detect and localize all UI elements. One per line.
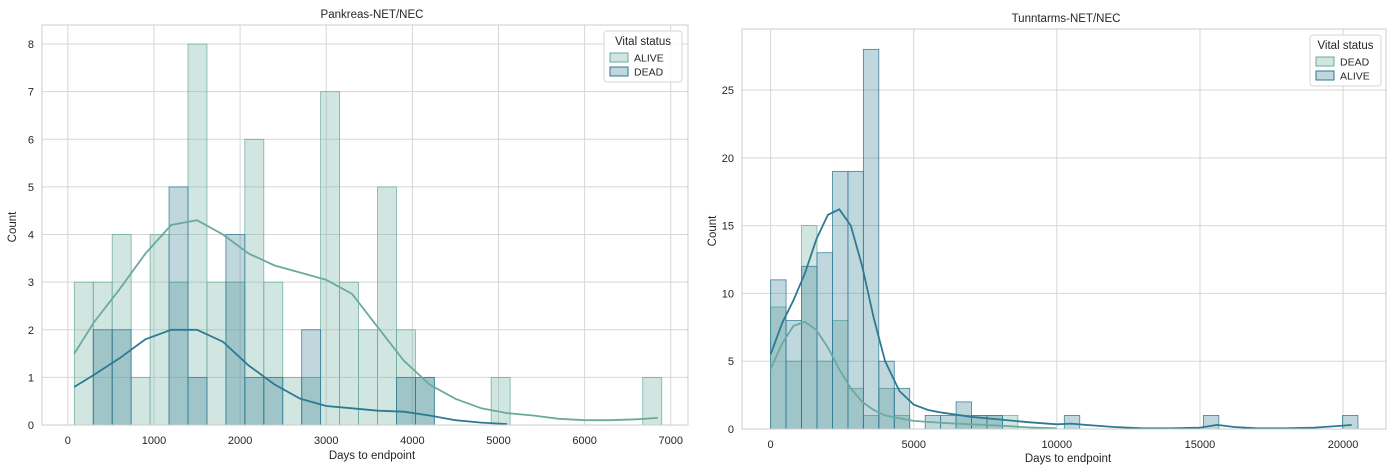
- histogram-bar: [73, 281, 94, 426]
- legend-swatch: [1315, 70, 1335, 81]
- y-tick-label: 0: [728, 424, 734, 436]
- histogram-bar: [801, 265, 818, 430]
- histogram-bar: [339, 281, 359, 426]
- histogram-bar: [130, 376, 151, 426]
- y-tick-label: 10: [722, 288, 734, 300]
- histogram-bar: [490, 376, 511, 426]
- x-tick-label: 10000: [1042, 439, 1073, 451]
- legend-box: [603, 30, 683, 83]
- histogram-bar: [377, 186, 397, 426]
- histogram-bar: [206, 281, 227, 426]
- legend-label: ALIVE: [1340, 71, 1370, 83]
- legend: Vital status DEAD ALIVE: [1309, 34, 1382, 87]
- histogram-bar: [847, 170, 864, 430]
- x-tick-label: 1000: [142, 435, 166, 447]
- legend-box: [1309, 34, 1382, 87]
- histogram-bar: [320, 91, 340, 426]
- x-tick-label: 20000: [1328, 439, 1359, 451]
- x-tick-label: 0: [768, 439, 774, 451]
- histogram-bar: [187, 43, 208, 426]
- histogram-bar: [1063, 415, 1081, 430]
- histogram-bar: [244, 376, 265, 426]
- x-tick-label: 15000: [1185, 439, 1216, 451]
- x-tick-label: 5000: [901, 439, 925, 451]
- histogram-bar: [1342, 415, 1359, 430]
- x-tick-label: 6000: [572, 435, 596, 447]
- legend-swatch: [609, 66, 629, 77]
- legend-label: ALIVE: [634, 53, 664, 65]
- y-tick-label: 1: [28, 372, 34, 384]
- y-axis-label: Count: [7, 211, 19, 242]
- y-tick-label: 0: [28, 420, 34, 432]
- chart-title: Pankreas-NET/NEC: [321, 9, 424, 21]
- legend-swatch: [1315, 56, 1335, 67]
- legend-title: Vital status: [1317, 40, 1373, 52]
- histogram-bar: [92, 329, 113, 426]
- kde-line-alive: [73, 219, 658, 422]
- legend-label: DEAD: [1340, 57, 1370, 69]
- y-tick-label: 7: [28, 87, 34, 99]
- y-tick-label: 4: [28, 230, 34, 242]
- x-tick-label: 0: [65, 435, 71, 447]
- gridlines: [42, 25, 688, 426]
- histogram-bar: [396, 376, 416, 426]
- y-tick-label: 8: [28, 39, 34, 51]
- legend-swatch: [609, 52, 629, 63]
- gridlines: [742, 29, 1386, 430]
- histogram-bar: [111, 329, 132, 426]
- x-axis-label: Days to endpoint: [329, 450, 416, 462]
- kde-line-dead: [73, 328, 508, 425]
- x-tick-label: 4000: [400, 435, 424, 447]
- x-tick-label: 5000: [486, 435, 510, 447]
- histogram-bar: [816, 252, 833, 430]
- histogram-bar: [770, 279, 787, 430]
- legend-title: Vital status: [615, 36, 671, 48]
- x-axis-label: Days to endpoint: [1025, 453, 1112, 465]
- y-tick-label: 25: [722, 85, 734, 97]
- histogram-bar: [785, 320, 802, 430]
- kde-line-dead: [769, 320, 1057, 430]
- legend: Vital status ALIVE DEAD: [603, 30, 683, 83]
- y-tick-label: 6: [28, 134, 34, 146]
- y-tick-label: 2: [28, 325, 34, 337]
- x-tick-label: 7000: [659, 435, 683, 447]
- y-tick-label: 5: [28, 182, 34, 194]
- chart-title: Tunntarms-NET/NEC: [1012, 13, 1121, 25]
- y-tick-label: 3: [28, 277, 34, 289]
- histogram-bar: [187, 376, 208, 426]
- histogram-bar: [986, 415, 1003, 430]
- x-tick-label: 3000: [314, 435, 338, 447]
- histogram-bar: [225, 234, 246, 426]
- x-tick-label: 2000: [228, 435, 252, 447]
- plot-frame: [41, 24, 689, 426]
- legend-label: DEAD: [634, 67, 664, 79]
- histogram-bar: [301, 329, 322, 426]
- histogram-bar: [149, 234, 170, 426]
- chart-tunntarms: Tunntarms-NET/NEC Days to endpoint Count…: [707, 13, 1387, 465]
- y-tick-label: 20: [722, 153, 734, 165]
- histogram-bar: [282, 376, 303, 426]
- chart-pankreas: Pankreas-NET/NEC Days to endpoint Count …: [7, 9, 689, 462]
- y-tick-label: 15: [722, 221, 734, 233]
- histogram-bar: [862, 48, 880, 430]
- y-tick-label: 5: [728, 356, 734, 368]
- series-alive: [770, 48, 1359, 430]
- y-axis-label: Count: [707, 215, 719, 246]
- plot-frame: [741, 28, 1387, 430]
- kde-line-alive: [769, 208, 1352, 430]
- histogram-bar: [878, 360, 895, 430]
